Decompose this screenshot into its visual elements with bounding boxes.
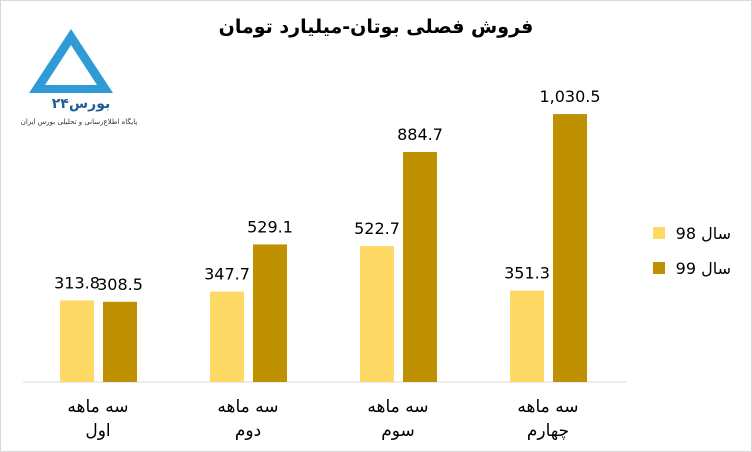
bar bbox=[253, 244, 287, 382]
data-label: 529.1 bbox=[247, 217, 293, 236]
bar bbox=[553, 114, 587, 382]
data-label: 1,030.5 bbox=[539, 87, 600, 106]
bar bbox=[403, 151, 437, 382]
bar bbox=[103, 301, 137, 382]
bar bbox=[510, 290, 544, 382]
x-tick-label: سه ماهه چهارم bbox=[517, 397, 579, 441]
chart-title: فروش فصلی بوتان-میلیارد تومان bbox=[219, 16, 534, 38]
legend-swatch bbox=[653, 262, 665, 274]
data-label: 522.7 bbox=[354, 219, 400, 238]
x-tick-label: سه ماهه سوم bbox=[367, 397, 429, 441]
bar bbox=[210, 291, 244, 382]
logo: بورس۲۴ پایگاه اطلاع‌رسانی و تحلیلی بورس … bbox=[21, 29, 138, 126]
legend-label: سال 98 bbox=[676, 224, 731, 243]
data-label: 351.3 bbox=[504, 264, 550, 283]
data-label: 313.8 bbox=[54, 273, 100, 292]
bar bbox=[60, 300, 94, 382]
logo-tagline: پایگاه اطلاع‌رسانی و تحلیلی بورس ایران bbox=[21, 117, 138, 126]
x-tick-label: سه ماهه اول bbox=[67, 397, 129, 441]
logo-shape bbox=[45, 45, 97, 85]
legend-label: سال 99 bbox=[676, 259, 731, 278]
data-label: 884.7 bbox=[397, 125, 443, 144]
bar bbox=[360, 246, 394, 382]
data-label: 308.5 bbox=[97, 275, 143, 294]
legend-swatch bbox=[653, 227, 665, 239]
x-tick-label: سه ماهه دوم bbox=[217, 397, 279, 441]
logo-name: بورس۲۴ bbox=[52, 96, 111, 112]
data-label: 347.7 bbox=[204, 265, 250, 284]
